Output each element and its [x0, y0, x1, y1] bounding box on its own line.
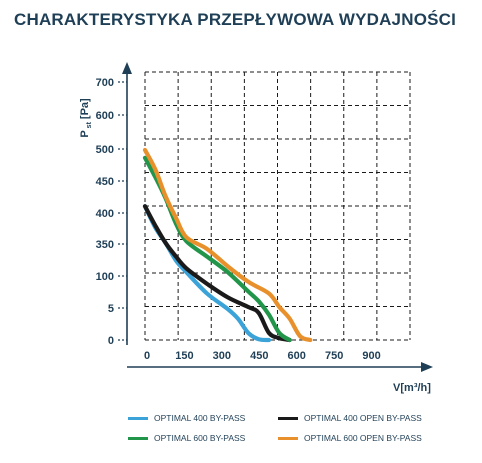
- x-tick-label: 750: [325, 350, 343, 362]
- legend-swatch-optimal-400-bypass: [128, 416, 148, 420]
- series-line-optimal-400-open-by-pass: [142, 204, 292, 343]
- legend-label: OPTIMAL 600 BY-PASS: [154, 433, 246, 443]
- y-tick-label: 450: [96, 176, 114, 188]
- x-tick-label: 150: [175, 350, 193, 362]
- x-tick-label: 600: [288, 350, 306, 362]
- legend-item-optimal-600-bypass: OPTIMAL 600 BY-PASS: [128, 433, 278, 443]
- y-tick-label: 500: [96, 144, 114, 156]
- y-axis-arrow-icon: [122, 62, 132, 74]
- x-axis-arrow-icon: [421, 362, 433, 372]
- y-tick-label: 100: [96, 271, 114, 283]
- y-axis-label: Pst[Pa]: [79, 98, 93, 138]
- chart-title: CHARAKTERYSTYKA PRZEPŁYWOWA WYDAJNOŚCI: [14, 10, 457, 29]
- y-tick-label: 700: [96, 77, 114, 89]
- legend-label: OPTIMAL 400 BY-PASS: [154, 413, 246, 423]
- legend-item-optimal-400-bypass: OPTIMAL 400 BY-PASS: [128, 413, 278, 423]
- x-tick-label: 450: [250, 350, 268, 362]
- x-tick-label: 300: [213, 350, 231, 362]
- y-tick-label: 600: [96, 110, 114, 122]
- y-tick-label: 0: [108, 335, 114, 347]
- legend-swatch-optimal-600-bypass: [128, 436, 148, 440]
- y-tick-label: 350: [96, 239, 114, 251]
- y-tick-label: 5: [108, 303, 114, 315]
- legend-label: OPTIMAL 400 OPEN BY-PASS: [304, 413, 422, 423]
- x-tick-label: 0: [144, 350, 150, 362]
- legend-item-optimal-400-open-bypass: OPTIMAL 400 OPEN BY-PASS: [278, 413, 428, 423]
- legend-swatch-optimal-400-open-bypass: [278, 416, 298, 420]
- legend-label: OPTIMAL 600 OPEN BY-PASS: [304, 433, 422, 443]
- legend-item-optimal-600-open-bypass: OPTIMAL 600 OPEN BY-PASS: [278, 433, 428, 443]
- legend-swatch-optimal-600-open-bypass: [278, 436, 298, 440]
- chart-legend: OPTIMAL 400 BY-PASS OPTIMAL 400 OPEN BY-…: [128, 408, 458, 448]
- x-axis-label: V[m³/h]: [393, 382, 431, 394]
- x-tick-label: 900: [362, 350, 380, 362]
- series-line-optimal-600-open-by-pass: [142, 147, 313, 343]
- y-tick-label: 400: [96, 208, 114, 220]
